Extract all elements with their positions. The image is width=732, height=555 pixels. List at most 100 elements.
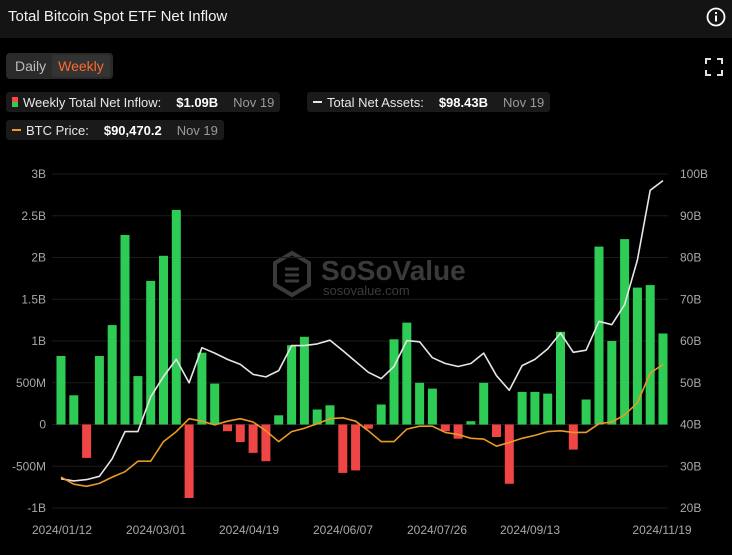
legend-btc-value: $90,470.2	[103, 122, 162, 138]
inflow-bar[interactable]	[543, 393, 553, 425]
inflow-bar[interactable]	[197, 352, 207, 425]
chart-header: Total Bitcoin Spot ETF Net Inflow	[0, 0, 732, 38]
inflow-bar[interactable]	[440, 424, 450, 432]
net-assets-line[interactable]	[60, 179, 664, 482]
inflow-bar[interactable]	[312, 409, 322, 425]
inflow-bar[interactable]	[248, 424, 258, 453]
x-axis-tick-label: 2024/07/26	[407, 523, 467, 537]
legend-assets-value: $98.43B	[438, 94, 488, 110]
legend-btc-date: Nov 19	[176, 122, 218, 138]
inflow-bar[interactable]	[658, 333, 668, 425]
interval-tabs: Daily Weekly	[6, 53, 113, 79]
inflow-bar[interactable]	[159, 255, 168, 425]
inflow-bar[interactable]	[184, 424, 194, 499]
btc-price-swatch-icon	[12, 129, 21, 131]
inflow-bar[interactable]	[351, 424, 361, 471]
x-axis-tick-label: 2024/06/07	[313, 523, 373, 537]
tab-weekly[interactable]: Weekly	[52, 55, 110, 77]
x-axis-tick-label: 2024/11/19	[632, 523, 691, 537]
x-axis-tick-label: 2024/01/12	[32, 523, 92, 537]
inflow-bar[interactable]	[274, 415, 284, 425]
inflow-bar[interactable]	[415, 382, 425, 425]
right-axis-tick-label: 80B	[680, 251, 701, 265]
inflow-bar[interactable]	[171, 209, 181, 425]
watermark: SoSoValue sosovalue.com	[273, 250, 466, 298]
right-axis-tick-label: 70B	[680, 292, 701, 306]
right-axis-tick-label: 30B	[680, 459, 701, 473]
x-axis-tick-label: 2024/04/19	[219, 523, 279, 537]
right-axis-tick-label: 90B	[680, 209, 701, 223]
x-axis-tick-label: 2024/09/13	[500, 523, 560, 537]
inflow-bar[interactable]	[402, 322, 412, 425]
inflow-bar[interactable]	[261, 424, 271, 462]
left-axis-tick-label: 1B	[31, 334, 46, 348]
legend-assets-date: Nov 19	[502, 94, 545, 110]
inflow-bar[interactable]	[389, 339, 399, 425]
inflow-bar[interactable]	[325, 405, 335, 425]
inflow-bar[interactable]	[594, 246, 604, 425]
inflow-bar[interactable]	[146, 280, 156, 425]
left-axis-tick-label: 500M	[16, 376, 46, 390]
watermark-url: sosovalue.com	[323, 283, 410, 298]
right-axis-tick-label: 100B	[680, 167, 708, 181]
right-axis-tick-label: 50B	[680, 376, 701, 390]
inflow-bar[interactable]	[235, 424, 245, 443]
btc-price-line[interactable]	[60, 363, 664, 488]
inflow-bar[interactable]	[530, 391, 540, 425]
inflow-bar[interactable]	[299, 336, 309, 425]
left-axis-tick-label: 0	[39, 418, 46, 432]
inflow-bar[interactable]	[556, 331, 565, 425]
inflow-bar[interactable]	[133, 376, 143, 425]
inflow-bar[interactable]	[581, 399, 591, 425]
inflow-bar[interactable]	[504, 424, 514, 484]
inflow-bar[interactable]	[517, 391, 527, 425]
right-axis-tick-label: 20B	[680, 501, 701, 515]
watermark-name: SoSoValue	[321, 255, 466, 286]
legend-net-assets: Total Net Assets: $98.43B Nov 19	[307, 92, 551, 112]
legend-inflow-value: $1.09B	[176, 94, 219, 110]
fullscreen-icon[interactable]	[704, 57, 724, 77]
left-axis-tick-label: -500M	[12, 459, 46, 473]
inflow-bar[interactable]	[607, 341, 617, 425]
inflow-bar[interactable]	[568, 424, 578, 450]
left-axis-tick-label: 2.5B	[21, 209, 46, 223]
left-axis-tick-label: 2B	[31, 251, 46, 265]
right-axis-tick-label: 60B	[680, 334, 701, 348]
inflow-bar[interactable]	[94, 356, 104, 425]
left-axis-tick-label: 1.5B	[21, 292, 46, 306]
inflow-bar[interactable]	[210, 383, 220, 425]
inflow-bar[interactable]	[56, 356, 66, 425]
inflow-bar[interactable]	[223, 424, 232, 432]
net-assets-swatch-icon	[313, 101, 322, 103]
inflow-bar[interactable]	[632, 287, 642, 425]
inflow-bar[interactable]	[645, 285, 655, 425]
legend-inflow-date: Nov 19	[233, 94, 275, 110]
legend-assets-label: Total Net Assets:	[327, 94, 424, 110]
inflow-bar[interactable]	[466, 421, 476, 425]
inflow-bar[interactable]	[120, 235, 130, 425]
inflow-bar[interactable]	[479, 382, 489, 425]
inflow-bar[interactable]	[107, 325, 117, 425]
right-axis-tick-label: 40B	[680, 418, 701, 432]
inflow-bar[interactable]	[82, 424, 92, 458]
legend-inflow-label: Weekly Total Net Inflow:	[23, 94, 162, 110]
legend-btc-price: BTC Price: $90,470.2 Nov 19	[6, 120, 224, 140]
x-axis-tick-label: 2024/03/01	[126, 523, 186, 537]
legend-btc-label: BTC Price:	[26, 122, 89, 138]
inflow-bar[interactable]	[620, 239, 630, 425]
sosovalue-logo-icon	[273, 250, 311, 298]
inflow-swatch-icon	[12, 97, 18, 107]
inflow-bar[interactable]	[363, 424, 373, 429]
legend-inflow: Weekly Total Net Inflow: $1.09B Nov 19	[6, 92, 281, 112]
inflow-bar[interactable]	[287, 345, 297, 425]
inflow-bar[interactable]	[492, 424, 501, 438]
inflow-bar[interactable]	[69, 395, 79, 425]
tab-daily[interactable]: Daily	[15, 58, 47, 74]
info-icon[interactable]	[706, 7, 726, 27]
inflow-bar[interactable]	[376, 404, 386, 425]
inflow-bar[interactable]	[338, 424, 348, 473]
inflow-bar[interactable]	[427, 388, 437, 425]
chart-title: Total Bitcoin Spot ETF Net Inflow	[8, 8, 228, 25]
inflow-bar[interactable]	[453, 424, 463, 439]
